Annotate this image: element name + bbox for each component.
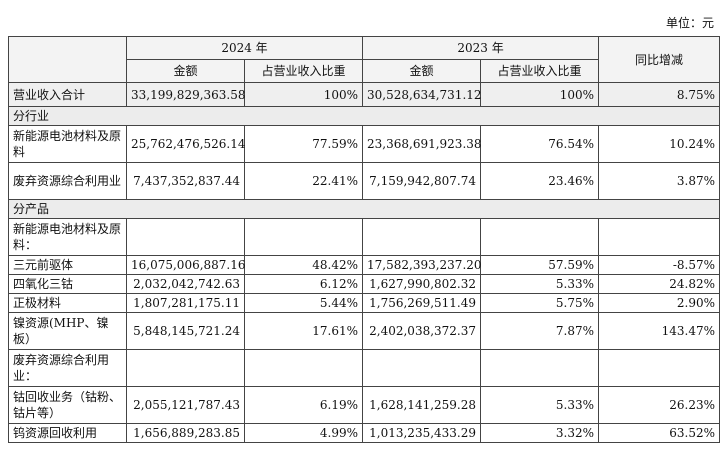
header-row-columns: 金额 占营业收入比重 金额 占营业收入比重: [9, 59, 720, 83]
amount-2023-cell: 2,402,038,372.37: [362, 312, 482, 350]
share-2023-cell: 5.33%: [480, 386, 600, 424]
yoy-cell: 24.82%: [598, 274, 721, 294]
amount-2023-cell: 7,159,942,807.74: [362, 162, 482, 200]
header-year-2023: 2023 年: [362, 36, 600, 60]
share-2024-cell: 4.99%: [243, 423, 364, 443]
amount-2024-cell: 16,075,006,887.16: [126, 255, 246, 275]
yoy-cell: 63.52%: [598, 423, 721, 443]
amount-2023-cell: 1,013,235,433.29: [362, 423, 482, 443]
empty-cell: [126, 218, 245, 256]
table-row: 废弃资源综合利用业 7,437,352,837.44 22.41% 7,159,…: [8, 162, 721, 200]
section-row-industry: 分行业: [7, 106, 721, 126]
empty-cell: [243, 349, 364, 387]
empty-cell: [598, 218, 721, 256]
table-row: 正极材料 1,807,281,175.11 5.44% 1,756,269,51…: [8, 293, 721, 313]
row-label: 正极材料: [8, 293, 127, 313]
table-row: 镍资源(MHP、镍板） 5,848,145,721.24 17.61% 2,40…: [8, 312, 721, 350]
row-label: 镍资源(MHP、镍板）: [8, 312, 127, 350]
row-label: 营业收入合计: [8, 82, 127, 107]
share-2024-cell: 6.12%: [243, 274, 364, 294]
total-row: 营业收入合计 33,199,829,363.58 100% 30,528,634…: [8, 82, 721, 107]
share-2024-cell: 6.19%: [243, 386, 364, 424]
share-2024-cell: 100%: [243, 82, 364, 107]
unit-label: 单位：元: [665, 16, 714, 30]
section-row-product: 分产品: [7, 199, 721, 219]
yoy-cell: 2.90%: [598, 293, 721, 313]
table-row: 钴回收业务（钴粉、钴片等） 2,055,121,787.43 6.19% 1,6…: [8, 386, 721, 424]
group-row: 新能源电池材料及原料：: [8, 218, 721, 256]
share-2024-cell: 48.42%: [243, 255, 364, 275]
group-label: 废弃资源综合利用业：: [8, 349, 127, 387]
table-row: 三元前驱体 16,075,006,887.16 48.42% 17,582,39…: [8, 255, 721, 275]
share-2024-cell: 77.59%: [243, 125, 364, 163]
amount-2024-cell: 33,199,829,363.58: [126, 82, 246, 107]
section-label: 分行业: [7, 106, 721, 126]
yoy-cell: 3.87%: [598, 162, 721, 200]
share-2023-cell: 5.75%: [480, 293, 600, 313]
header-year-2024: 2024 年: [125, 36, 364, 60]
row-label: 废弃资源综合利用业: [8, 162, 127, 200]
row-label: 新能源电池材料及原料: [8, 125, 127, 163]
amount-2024-cell: 2,055,121,787.43: [126, 386, 245, 424]
amount-2023-cell: 1,756,269,511.49: [362, 293, 482, 313]
empty-cell: [480, 218, 600, 256]
yoy-cell: 143.47%: [598, 312, 721, 350]
header-amount-2024: 金额: [126, 59, 245, 83]
empty-cell: [126, 349, 245, 387]
amount-2023-cell: 23,368,691,923.38: [362, 125, 482, 163]
share-2023-cell: 100%: [480, 82, 600, 107]
amount-2023-cell: 30,528,634,731.12: [362, 82, 482, 107]
header-share-2024: 占营业收入比重: [243, 59, 364, 83]
header-yoy: 同比增减: [598, 36, 721, 83]
amount-2023-cell: 17,582,393,237.20: [362, 255, 482, 275]
header-share-2023: 占营业收入比重: [480, 59, 600, 83]
row-label: 钴回收业务（钴粉、钴片等）: [8, 386, 127, 424]
empty-cell: [362, 349, 482, 387]
empty-cell: [480, 349, 600, 387]
share-2023-cell: 76.54%: [480, 125, 600, 163]
empty-cell: [243, 218, 364, 256]
share-2023-cell: 57.59%: [480, 255, 600, 275]
row-label: 四氧化三钴: [8, 274, 127, 294]
section-label: 分产品: [7, 199, 721, 219]
amount-2024-cell: 2,032,042,742.63: [126, 274, 245, 294]
amount-2024-cell: 25,762,476,526.14: [126, 125, 246, 163]
amount-2024-cell: 1,807,281,175.11: [126, 293, 245, 313]
table-row: 钨资源回收利用 1,656,889,283.85 4.99% 1,013,235…: [8, 423, 721, 443]
table-row: 四氧化三钴 2,032,042,742.63 6.12% 1,627,990,8…: [8, 274, 721, 294]
row-label: 钨资源回收利用: [8, 423, 127, 443]
row-label: 三元前驱体: [8, 255, 127, 275]
share-2024-cell: 5.44%: [243, 293, 364, 313]
yoy-cell: 10.24%: [598, 125, 721, 163]
share-2023-cell: 3.32%: [480, 423, 600, 443]
share-2023-cell: 5.33%: [480, 274, 600, 294]
empty-cell: [598, 349, 721, 387]
yoy-cell: -8.57%: [598, 255, 721, 275]
yoy-cell: 26.23%: [598, 386, 721, 424]
share-2023-cell: 7.87%: [480, 312, 600, 350]
yoy-cell: 8.75%: [598, 82, 721, 107]
amount-2023-cell: 1,628,141,259.28: [362, 386, 482, 424]
amount-2024-cell: 7,437,352,837.44: [126, 162, 245, 200]
header-amount-2023: 金额: [362, 59, 482, 83]
amount-2024-cell: 1,656,889,283.85: [126, 423, 245, 443]
group-row: 废弃资源综合利用业：: [8, 349, 721, 387]
group-label: 新能源电池材料及原料：: [8, 218, 127, 256]
share-2024-cell: 17.61%: [243, 312, 364, 350]
amount-2023-cell: 1,627,990,802.32: [362, 274, 482, 294]
empty-cell: [362, 218, 482, 256]
amount-2024-cell: 5,848,145,721.24: [126, 312, 245, 350]
share-2023-cell: 23.46%: [480, 162, 600, 200]
revenue-table: 2024 年 2023 年 同比增减 金额 占营业收入比重 金额 占营业收入比重…: [7, 36, 721, 443]
table-row: 新能源电池材料及原料 25,762,476,526.14 77.59% 23,3…: [8, 125, 721, 163]
header-blank-cell: [8, 36, 127, 83]
header-row-years: 2024 年 2023 年 同比增减: [8, 36, 721, 83]
share-2024-cell: 22.41%: [243, 162, 364, 200]
